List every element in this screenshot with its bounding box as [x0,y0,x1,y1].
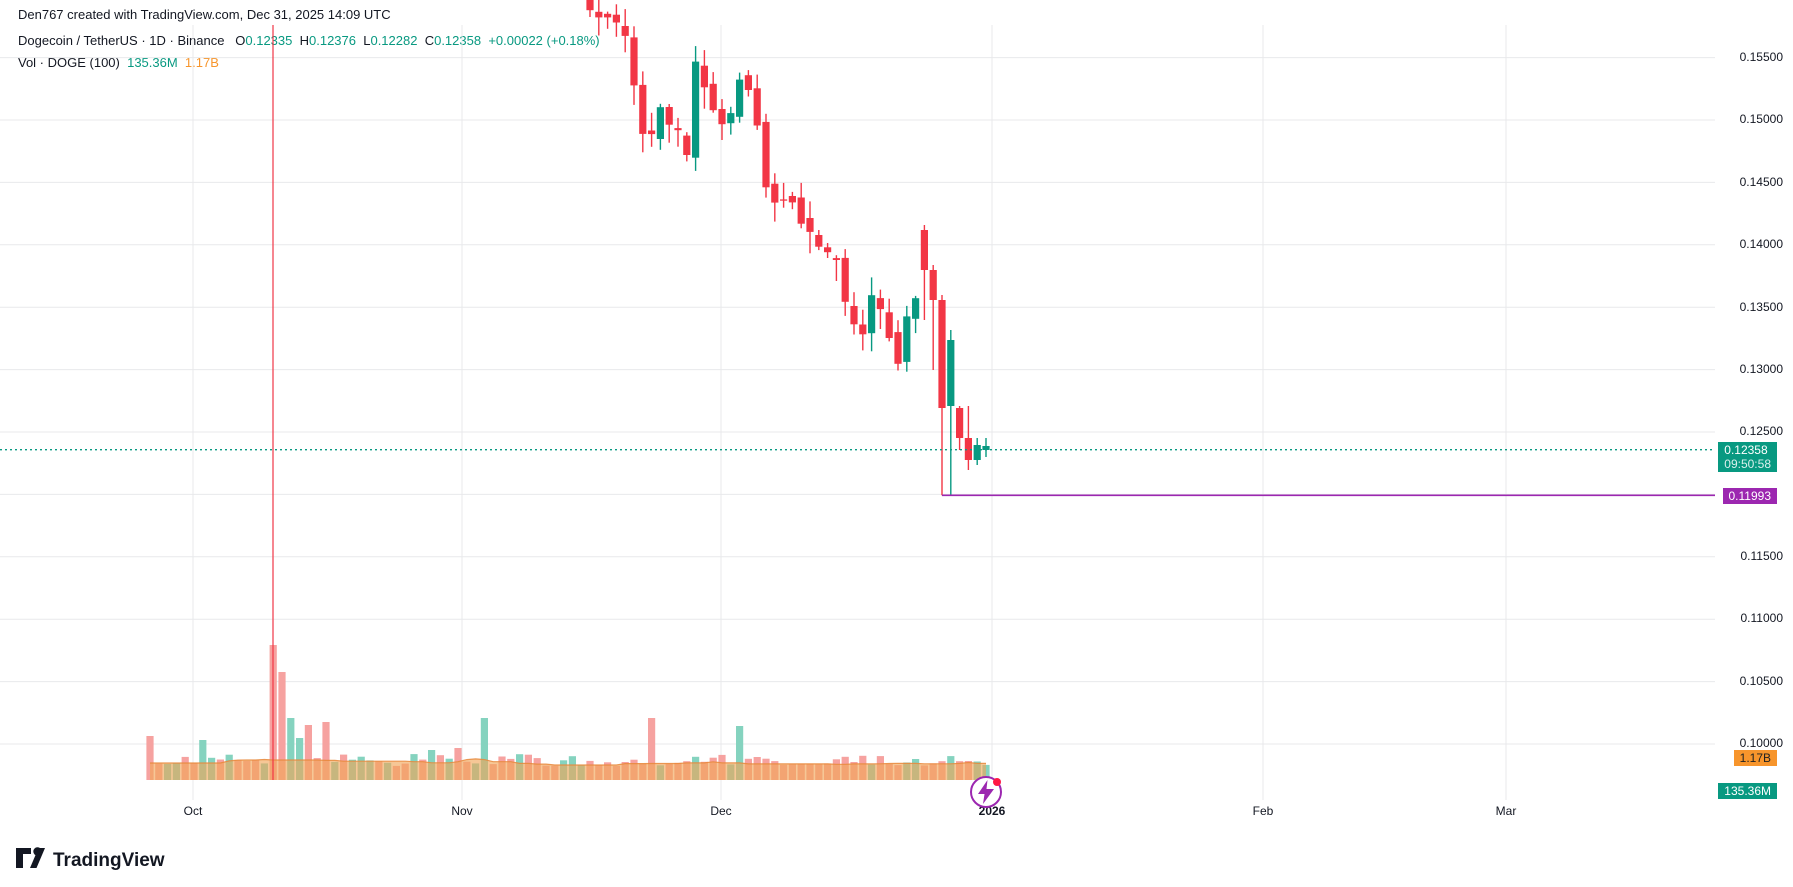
svg-text:TradingView: TradingView [53,850,165,871]
